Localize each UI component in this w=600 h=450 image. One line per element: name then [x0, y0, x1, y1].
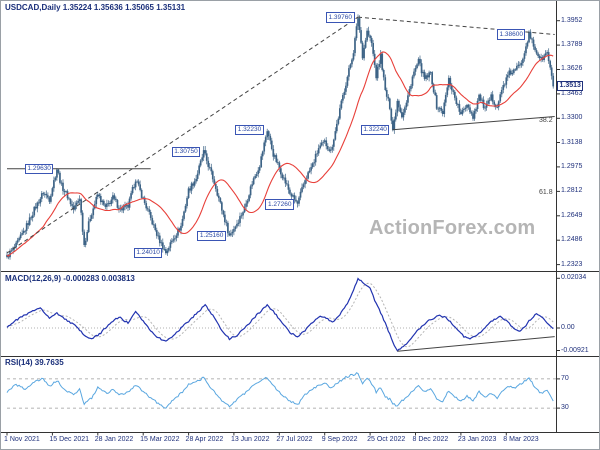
axis-ticks: [6, 20, 560, 436]
panel-separators: [1, 1, 599, 433]
macd-series: [6, 277, 556, 352]
candlestick-series: [6, 14, 555, 260]
moving-average-line: [6, 51, 554, 257]
rsi-series: [6, 372, 556, 409]
watermark: ActionForex.com: [369, 217, 536, 239]
trendlines: [6, 16, 555, 254]
